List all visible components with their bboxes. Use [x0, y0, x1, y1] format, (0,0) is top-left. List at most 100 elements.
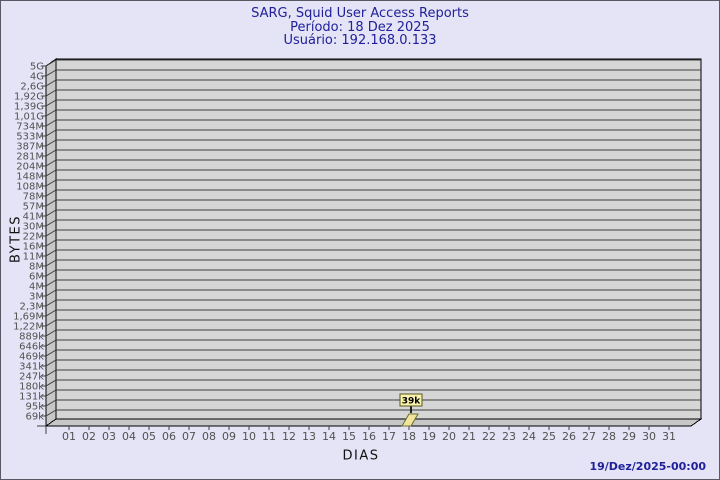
chart-floor — [44, 418, 703, 427]
y-tick — [41, 239, 57, 247]
x-tick-label: 12 — [282, 430, 296, 443]
y-tick-label: 469k — [19, 352, 44, 363]
y-tick-label: 148M — [16, 172, 44, 183]
x-tick-label: 02 — [82, 430, 96, 443]
x-tick-label: 17 — [382, 430, 396, 443]
y-tick — [41, 299, 57, 307]
x-axis-title: DIAS — [342, 448, 380, 464]
y-tick — [41, 249, 57, 257]
y-tick-label: 78M — [23, 192, 44, 203]
y-tick — [41, 389, 57, 397]
y-tick-label: 4G — [30, 72, 44, 83]
y-tick — [41, 219, 57, 227]
y-tick — [41, 359, 57, 367]
y-tick — [41, 189, 57, 197]
y-tick — [41, 369, 57, 377]
y-tick — [41, 209, 57, 217]
y-tick-label: 204M — [16, 162, 44, 173]
x-tick-label: 06 — [162, 430, 176, 443]
y-tick-label: 95k — [25, 402, 44, 413]
y-tick-label: 69k — [25, 412, 44, 423]
y-tick — [41, 159, 57, 167]
y-tick-label: 41M — [23, 212, 44, 223]
x-tick-label: 23 — [502, 430, 516, 443]
y-tick — [41, 169, 57, 177]
value-tooltip-label: 39k — [402, 397, 422, 407]
y-tick-label: 30M — [23, 222, 44, 233]
y-tick — [41, 379, 57, 387]
y-tick — [41, 349, 57, 357]
x-tick-label: 26 — [562, 430, 576, 443]
x-tick-label: 14 — [322, 430, 336, 443]
y-axis-title: BYTES — [8, 214, 24, 264]
y-tick — [41, 139, 57, 147]
x-tick-label: 08 — [202, 430, 216, 443]
y-tick-label: 646k — [19, 342, 44, 353]
x-tick-label: 31 — [662, 430, 676, 443]
x-tick-label: 21 — [462, 430, 476, 443]
y-tick — [41, 329, 57, 337]
x-tick-label: 11 — [262, 430, 276, 443]
y-tick-label: 247k — [19, 372, 44, 383]
y-tick — [41, 109, 57, 117]
y-tick-label: 8M — [29, 262, 44, 273]
y-tick-label: 1,22M — [13, 322, 44, 333]
y-tick-label: 57M — [23, 202, 44, 213]
y-tick-label: 2,3M — [19, 302, 44, 313]
x-tick-label: 29 — [622, 430, 636, 443]
y-tick-label: 734M — [16, 122, 44, 133]
y-tick — [41, 119, 57, 127]
x-tick-label: 28 — [602, 430, 616, 443]
y-tick — [41, 79, 57, 87]
plot-area — [55, 58, 702, 420]
y-tick — [41, 319, 57, 327]
chart-header: SARG, Squid User Access Reports Período:… — [1, 7, 719, 48]
y-tick — [41, 149, 57, 157]
y-tick — [41, 409, 57, 417]
y-tick — [41, 339, 57, 347]
x-tick-label: 30 — [642, 430, 656, 443]
y-tick — [41, 279, 57, 287]
x-tick-label: 10 — [242, 430, 256, 443]
x-tick-label: 05 — [142, 430, 156, 443]
x-tick-label: 09 — [222, 430, 236, 443]
y-tick-label: 180k — [19, 382, 44, 393]
y-tick — [41, 59, 57, 67]
y-tick-label: 1,01G — [14, 112, 44, 123]
y-tick — [41, 309, 57, 317]
chart-user-line: Usuário: 192.168.0.133 — [283, 33, 437, 48]
y-tick-label: 22M — [23, 232, 44, 243]
x-tick-label: 25 — [542, 430, 556, 443]
y-tick-label: 533M — [16, 132, 44, 143]
y-tick-label: 1,69M — [13, 312, 44, 323]
y-tick-label: 1,92G — [14, 92, 44, 103]
x-tick-label: 16 — [362, 430, 376, 443]
y-tick-label: 131k — [19, 392, 44, 403]
chart-period-line: Período: 18 Dez 2025 — [290, 19, 430, 35]
x-tick-label: 15 — [342, 430, 356, 443]
y-tick-label: 16M — [23, 242, 44, 253]
y-tick-label: 889k — [19, 332, 44, 343]
x-tick-label: 13 — [302, 430, 316, 443]
data-bar — [401, 413, 419, 427]
x-tick-label: 03 — [102, 430, 116, 443]
y-tick — [41, 69, 57, 77]
y-tick-label: 1,39G — [14, 102, 44, 113]
x-tick-label: 04 — [122, 430, 136, 443]
y-tick-label: 108M — [16, 182, 44, 193]
y-tick-label: 387M — [16, 142, 44, 153]
y-tick-label: 4M — [29, 282, 44, 293]
x-tick-label: 24 — [522, 430, 536, 443]
axis-origin — [37, 425, 47, 434]
y-tick — [41, 199, 57, 207]
x-tick-label: 27 — [582, 430, 596, 443]
x-tick-label: 19 — [422, 430, 436, 443]
y-tick — [41, 179, 57, 187]
report-timestamp: 19/Dez/2025-00:00 — [589, 460, 706, 473]
y-tick — [41, 89, 57, 97]
y-tick — [41, 399, 57, 407]
y-tick — [41, 289, 57, 297]
y-tick-label: 3M — [29, 292, 44, 303]
